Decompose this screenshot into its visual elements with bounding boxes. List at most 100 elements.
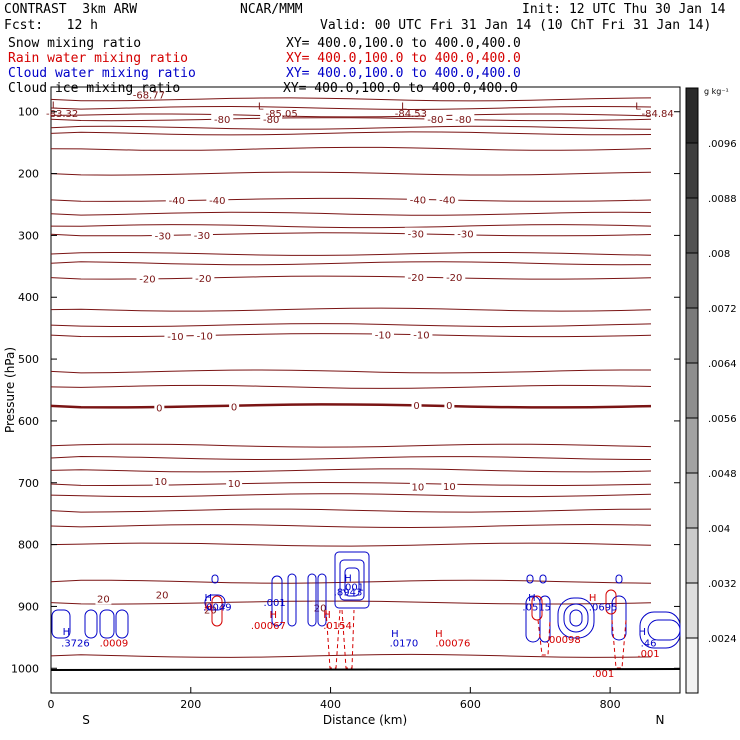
isotherm-line [50,261,652,266]
isotherm-label: -80 [214,115,230,126]
y-tick-label: 700 [18,477,39,490]
field-snow-name: Snow mixing ratio [8,36,142,51]
isotherm-label: 0 [231,403,237,414]
cloud-water-contour [539,574,547,584]
colorbar-tick-label: .0024 [708,634,737,645]
isotherm-line [50,146,652,151]
isotherm-label: -10 [167,332,183,343]
isotherm-line [50,508,652,513]
cloud-water-contour [563,603,589,633]
field-cloudice-name: Cloud ice mixing ratio [8,81,181,96]
field-label: .00098 [546,635,581,646]
surface-line [50,668,681,671]
isotherm-label-bg [436,193,459,206]
cloud-water-contour [569,609,583,627]
isotherm-label: -40 [439,196,455,207]
isotherm-label: 0 [446,401,452,412]
colorbar-unit: g kg⁻¹ [704,87,729,96]
isotherm-label-bg [444,398,455,411]
rain-contour [611,619,627,669]
colorbar-segment [686,308,698,364]
y-tick-label: 1000 [11,662,39,675]
field-label: H [269,610,277,621]
colorbar-segment [686,198,698,254]
field-label: H [435,629,443,640]
plot-frame [50,86,681,694]
colorbar-segment [686,473,698,529]
field-label-group: H.3726.0009HH.0049H.001.00067H.0154H.001… [61,573,660,680]
organization: NCAR/MMM [240,2,303,17]
field-label: H [204,593,212,604]
direction-north: N [656,713,665,727]
field-label: .0049 [203,602,232,613]
y-tick-label: 100 [18,106,39,119]
isotherm-label-bg [152,474,169,487]
isotherm-label: 0 [156,403,162,414]
isotherm-label: -10 [413,330,429,341]
field-label: .00067 [251,621,286,632]
cloud-water-contour [339,559,365,601]
field-cloudice-xy: XY= 400.0,100.0 to 400.0,400.0 [283,81,518,96]
rain-contour [211,595,223,627]
init-time: Init: 12 UTC Thu 30 Jan 14 [522,2,726,17]
colorbar: .0096 .0088 .008 .0072 .0064 .0056 .0048 .004 .0… [685,87,737,694]
field-rain-name: Rain water mixing ratio [8,51,189,66]
field-cloudwater-name: Cloud water mixing ratio [8,66,196,81]
isotherm-line [50,197,652,202]
isotherm-label-bg [424,113,447,126]
x-axis-label: Distance (km) [323,713,407,727]
isotherm-label-bg [443,270,466,283]
low-center-label: -83.32 [46,109,78,120]
y-tick-label: 600 [18,415,39,428]
isotherm-line [50,653,652,658]
isotherm-label-bg [441,479,458,492]
cloud-water-contour [115,609,129,639]
field-label: .001 [592,669,614,680]
rain-contour [537,619,551,656]
colorbar-tick-label: .0072 [708,304,737,315]
isotherm-label-bg [164,330,187,343]
isotherm-label-bg [404,227,427,240]
isotherm-label-bg [226,476,243,489]
isotherm-label-bg [193,329,216,342]
colorbar-segment [686,253,698,309]
isotherm-line [50,455,652,461]
isotherm-line [50,131,652,136]
colorbar-tick-label: .0032 [708,579,737,590]
cloud-water-contour [344,567,360,597]
isotherm-line [50,232,652,237]
low-center-label: -85.05 [266,109,298,120]
isotherm-line [50,481,652,487]
colorbar-segment [686,583,698,639]
colorbar-tick-label: .0064 [708,359,737,370]
rain-contour [341,609,355,669]
rain-contour [325,609,341,669]
y-tick-label: 800 [18,539,39,552]
isotherm-label: 10 [412,482,425,493]
field-label: .8943 [334,588,363,599]
isotherm-label: -20 [195,274,211,285]
isotherm-line [50,384,652,389]
isotherm-label: -80 [427,115,443,126]
low-center-group: L-68.77-83.32L-85.05L-84.53L-84.84 [46,90,674,120]
field-rain-xy: XY= 400.0,100.0 to 400.0,400.0 [286,51,521,66]
isotherm-label-bg [410,328,433,341]
colorbar-tick-label: .0056 [708,414,737,425]
field-label: .46 [641,638,657,649]
colorbar-segment [686,528,698,584]
isotherm-line [50,600,652,605]
isotherm-label-bg [452,113,475,126]
isotherm-label-bg [260,113,283,126]
isotherm-line [50,113,652,118]
rain-contour [605,589,617,615]
isotherm-line [50,211,652,216]
colorbar-tick-label: .0096 [708,139,737,150]
isotherm-line [50,125,652,130]
field-label: H [589,593,597,604]
low-center-label: -68.77 [133,90,165,101]
isotherm-line [50,97,652,102]
colorbar-frame [685,87,699,694]
x-tick-label: 200 [180,698,201,711]
isotherm-label: 0 [413,401,419,412]
